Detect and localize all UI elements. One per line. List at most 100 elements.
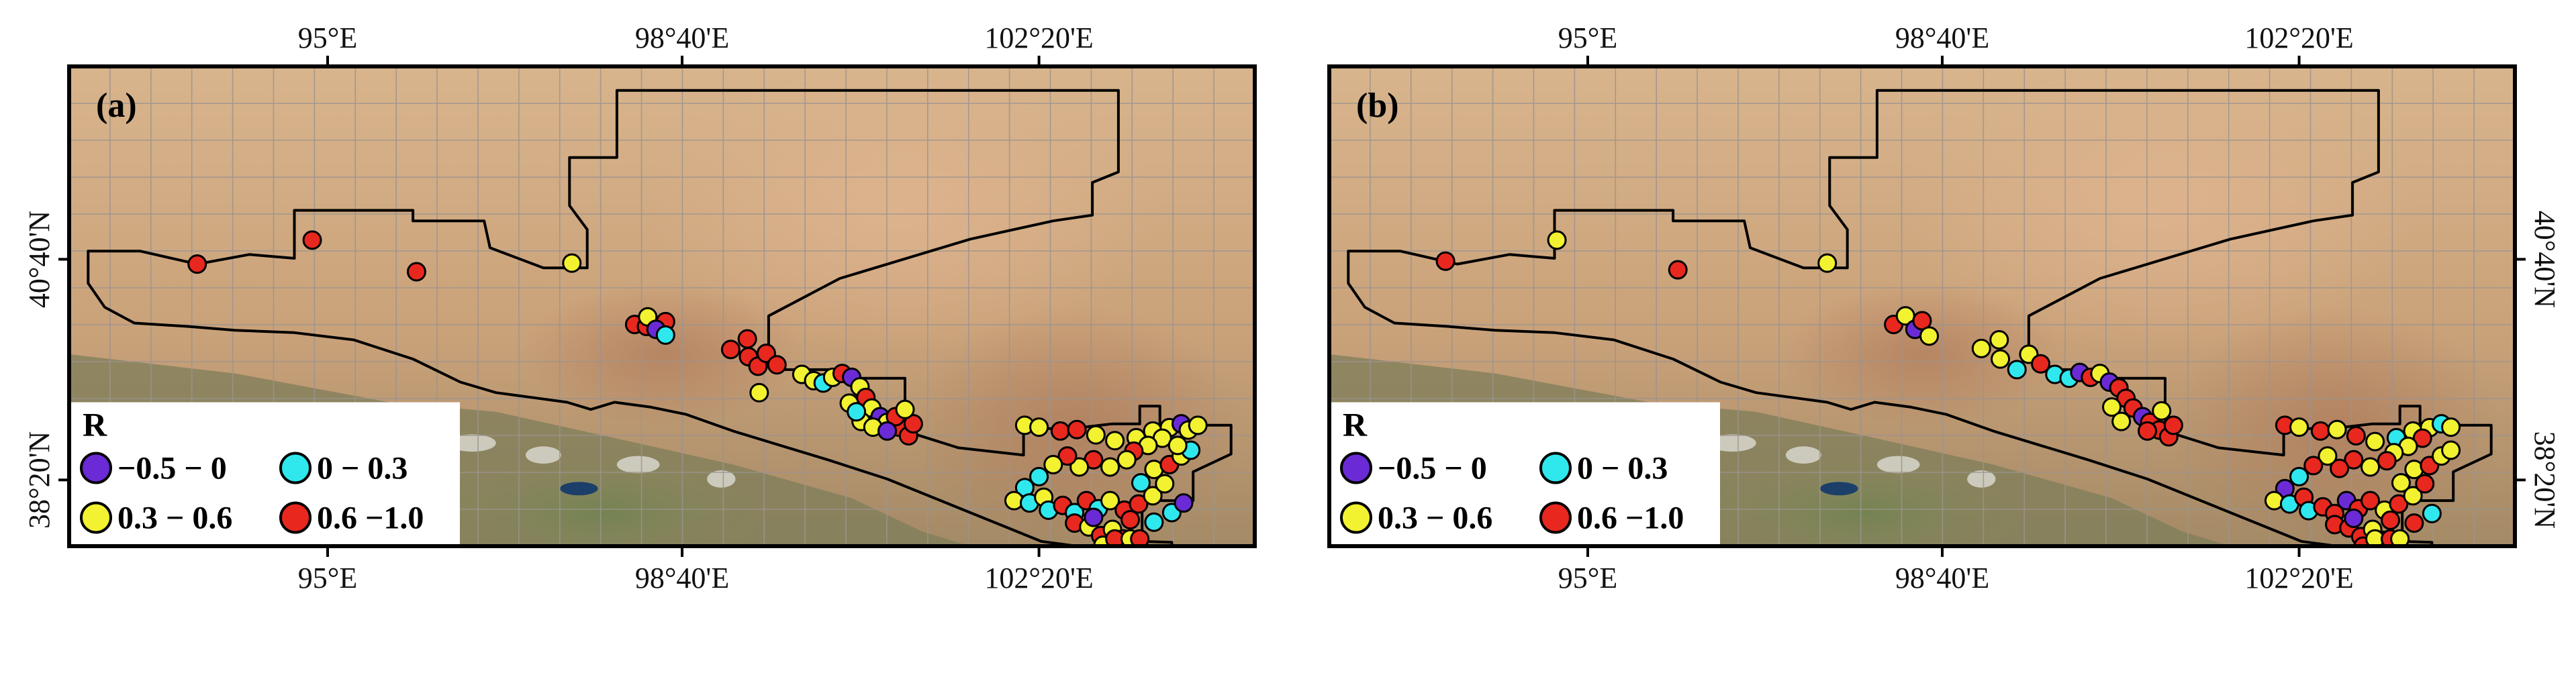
station-point [2377, 451, 2397, 471]
snow-patch [448, 434, 496, 452]
station-point [2344, 509, 2364, 529]
legend-label: −0.5 − 0 [117, 451, 227, 486]
station-point [1120, 510, 1141, 530]
desert-patch [1780, 282, 2064, 427]
station-point [2318, 446, 2338, 466]
station-point [2381, 510, 2401, 530]
legend-background [1331, 402, 1720, 545]
legend-label: 0.6 −1.0 [317, 501, 424, 536]
legend-swatch [1539, 501, 1572, 534]
station-point [1100, 457, 1120, 477]
station-point [2404, 513, 2424, 533]
station-point [562, 253, 582, 273]
station-point [2102, 397, 2122, 417]
station-point [2346, 426, 2366, 446]
station-point [2389, 494, 2409, 514]
legend-title: R [1343, 406, 1368, 444]
legend-swatch [80, 501, 112, 534]
station-points [1435, 230, 2461, 546]
desert-patch [1898, 66, 2420, 354]
snow-patch [1967, 470, 1996, 488]
station-point [302, 230, 322, 250]
station-point [737, 329, 757, 349]
legend-label: 0.3 − 0.6 [117, 501, 232, 536]
station-point [1029, 417, 1049, 437]
station-point [2303, 456, 2324, 476]
map-panel-b: R −0.5 − 0 0 − 0.3 0.3 − 0.6 0.6 −1.0 (b) 95°E… [1327, 21, 2561, 594]
snow-patch [1785, 446, 1821, 464]
station-point [2344, 450, 2364, 470]
station-point [1167, 435, 1188, 456]
station-point [1547, 230, 1567, 250]
lake [560, 482, 598, 496]
lake [1820, 482, 1858, 496]
lat-tick-label: 40°40'N [23, 211, 56, 308]
snow-patch [616, 456, 660, 474]
station-point [2111, 411, 2132, 431]
lat-tick-label: 38°20'N [23, 431, 56, 529]
station-point [1129, 494, 1149, 514]
legend-label: 0.3 − 0.6 [1378, 501, 1492, 536]
station-point [1131, 473, 1151, 493]
station-point [1144, 512, 1164, 532]
legend: R −0.5 − 0 0 − 0.3 0.3 − 0.6 0.6 −1.0 [1331, 402, 1720, 545]
desert-patch [520, 282, 804, 427]
station-point [2390, 529, 2410, 546]
study-area-boundary [1347, 89, 2493, 546]
station-point [2031, 354, 2051, 374]
station-point [847, 402, 867, 422]
snow-patch [707, 470, 736, 488]
station-point [767, 355, 787, 375]
station-point [720, 340, 741, 360]
station-point [2289, 466, 2309, 486]
legend-swatch [1340, 501, 1372, 534]
legend-label: 0 − 0.3 [1577, 451, 1668, 486]
station-point [895, 399, 915, 419]
legend-label: 0.6 −1.0 [1577, 501, 1684, 536]
legend-swatch [279, 501, 312, 534]
station-point [2310, 421, 2330, 441]
lon-tick-label-top: 102°20'E [984, 21, 1093, 54]
station-point [1029, 466, 1049, 486]
desert-patch [638, 66, 1160, 354]
mountain-belt [1697, 455, 2029, 546]
station-point [1084, 507, 1104, 527]
lon-tick-label-bottom: 102°20'E [2244, 562, 2353, 594]
station-point [2403, 486, 2423, 506]
station-point [2391, 473, 2411, 493]
station-point [1130, 529, 1150, 546]
lon-tick-label-top: 98°40'E [1895, 21, 1989, 54]
station-point [1188, 415, 1208, 435]
legend-background [70, 402, 460, 545]
lon-tick-label-bottom: 98°40'E [635, 562, 729, 594]
map-frame [67, 64, 1257, 548]
station-point [1174, 493, 1194, 513]
station-points [187, 230, 1208, 546]
mountain-belt [436, 455, 769, 546]
snow-patch [1876, 456, 1920, 474]
lon-tick-label-top: 95°E [1558, 21, 1617, 54]
station-point [1989, 330, 2009, 350]
station-point [2360, 490, 2381, 511]
station-point [1043, 454, 1063, 474]
legend-swatch [279, 452, 312, 484]
map-frame [1327, 64, 2517, 548]
station-point [1919, 326, 1940, 346]
lon-tick-label-bottom: 98°40'E [1895, 562, 1989, 594]
lon-tick-label-bottom: 95°E [298, 562, 357, 594]
station-point [1155, 474, 1175, 494]
station-point [1067, 419, 1087, 439]
lon-tick-label-top: 98°40'E [635, 21, 729, 54]
station-point [2360, 457, 2381, 477]
station-point [877, 421, 898, 441]
station-point [1435, 251, 1456, 271]
study-area-boundary [87, 89, 1233, 546]
station-point [2289, 417, 2309, 437]
station-point [1069, 457, 1090, 477]
station-point [2152, 401, 2172, 421]
station-point [2441, 417, 2461, 437]
station-point [655, 325, 675, 345]
station-point [749, 382, 769, 403]
